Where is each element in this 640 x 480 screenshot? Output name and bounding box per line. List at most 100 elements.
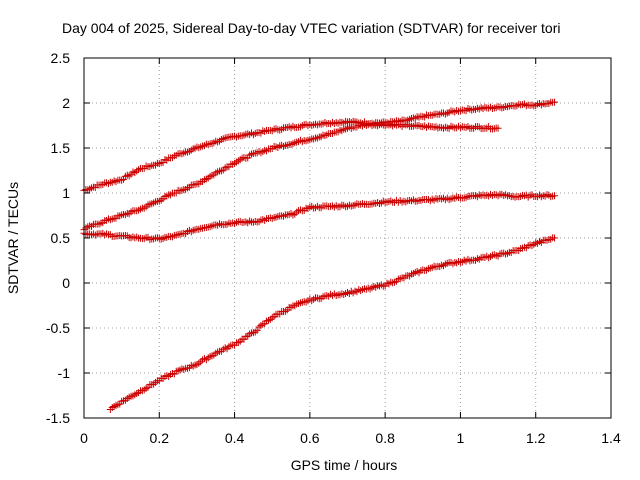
data-point: [125, 172, 133, 180]
data-point: [120, 175, 128, 183]
data-point: [453, 259, 461, 267]
data-point: [214, 168, 222, 176]
data-point: [172, 231, 180, 239]
x-tick-label: 1: [457, 430, 465, 446]
data-point: [270, 125, 278, 133]
data-point: [280, 212, 288, 220]
data-point: [176, 366, 184, 374]
data-point: [255, 218, 263, 226]
data-point: [167, 191, 175, 199]
data-point: [195, 225, 203, 233]
data-point: [150, 235, 158, 243]
data-point: [473, 255, 481, 263]
data-point: [261, 128, 269, 136]
data-point: [323, 131, 331, 139]
data-point: [368, 200, 376, 208]
data-point: [551, 234, 559, 242]
data-point: [118, 176, 126, 184]
data-point: [155, 160, 163, 168]
data-point: [140, 235, 148, 243]
chart-title: Day 004 of 2025, Sidereal Day-to-day VTE…: [62, 20, 561, 36]
data-point: [462, 124, 470, 132]
y-tick-label: 1: [62, 185, 70, 201]
data-point: [298, 138, 306, 146]
x-axis-title: GPS time / hours: [291, 457, 398, 473]
data-point: [409, 122, 417, 130]
data-point: [483, 124, 491, 132]
data-point: [475, 255, 483, 263]
data-point: [517, 192, 525, 200]
data-point: [232, 133, 240, 141]
data-point: [157, 196, 165, 204]
data-point: [487, 253, 495, 261]
data-point: [494, 124, 502, 132]
data-point: [313, 121, 321, 129]
data-point: [428, 111, 436, 119]
data-point: [500, 103, 508, 111]
data-point: [240, 131, 248, 139]
data-point: [208, 222, 216, 230]
data-point: [216, 220, 224, 228]
data-point: [535, 191, 543, 199]
series-upper-middle: [80, 120, 502, 234]
y-tick-label: 2.5: [51, 50, 71, 66]
data-point: [353, 123, 361, 131]
y-tick-label: -0.5: [46, 320, 70, 336]
data-point: [432, 123, 440, 131]
data-point: [210, 139, 218, 147]
data-point: [251, 328, 259, 336]
data-point: [328, 130, 336, 138]
x-tick-label: 0.4: [225, 430, 245, 446]
data-point: [451, 108, 459, 116]
data-point: [332, 291, 340, 299]
data-point: [123, 171, 131, 179]
data-point: [402, 198, 410, 206]
y-axis-title: SDTVAR / TECUs: [5, 182, 21, 294]
data-point: [302, 298, 310, 306]
data-point: [306, 203, 314, 211]
data-point: [419, 123, 427, 131]
data-point: [204, 140, 212, 148]
data-point: [223, 220, 231, 228]
series-lower-middle: [80, 190, 559, 244]
data-point: [125, 210, 133, 218]
data-point: [513, 102, 521, 110]
y-tick-label: -1.5: [46, 410, 70, 426]
grid-layer: [84, 58, 611, 418]
data-point: [272, 213, 280, 221]
data-point: [551, 192, 559, 200]
data-point: [462, 193, 470, 201]
data-point: [347, 124, 355, 132]
data-point: [106, 231, 114, 239]
x-tick-label: 1.2: [526, 430, 546, 446]
series-upper: [80, 98, 559, 194]
data-point: [112, 178, 120, 186]
data-point: [106, 216, 114, 224]
data-point: [131, 169, 139, 177]
data-point: [351, 201, 359, 209]
data-point: [99, 180, 107, 188]
data-point: [502, 250, 510, 258]
data-point: [317, 204, 325, 212]
data-point: [406, 115, 414, 123]
data-point: [99, 229, 107, 237]
data-point: [528, 101, 536, 109]
y-tick-label: 0: [62, 275, 70, 291]
data-point: [441, 110, 449, 118]
data-point: [359, 200, 367, 208]
data-point: [385, 197, 393, 205]
y-tick-label: 2: [62, 95, 70, 111]
data-point: [377, 199, 385, 207]
data-point: [289, 122, 297, 130]
y-tick-label: 1.5: [51, 140, 71, 156]
data-point: [498, 190, 506, 198]
data-point: [441, 123, 449, 131]
data-point: [266, 315, 274, 323]
data-point: [423, 123, 431, 131]
data-point: [180, 149, 188, 157]
y-tick-label: -1: [58, 365, 71, 381]
ticks-layer: 0 0.2 0.4 0.6 0.8 1 1.2 1.4 -1.5 -1 -0.5 0 0.5 1 1.5 2 2…: [46, 50, 621, 446]
series-lower: [106, 234, 559, 413]
